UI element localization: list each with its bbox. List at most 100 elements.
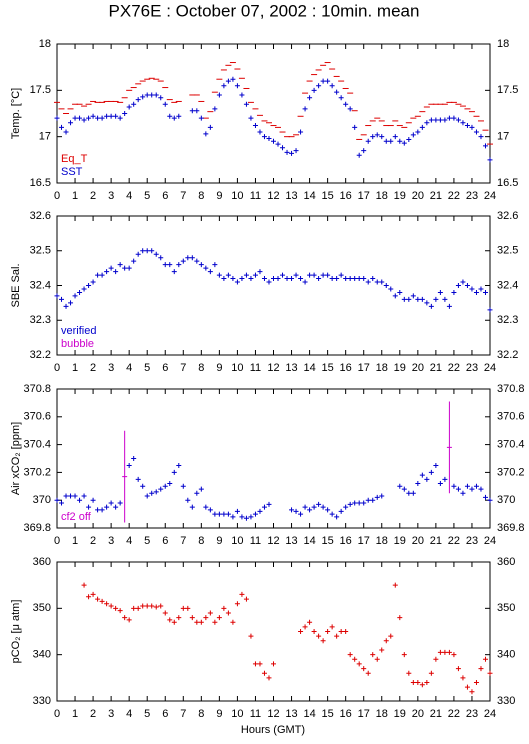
x-tick-label: 2 [90,190,96,202]
data-point [361,500,367,506]
data-point [54,115,60,121]
data-point [63,493,69,499]
data-point [158,95,164,101]
data-point [329,83,335,89]
data-point [406,490,412,496]
y-tick-label: 17 [39,131,51,143]
data-point [487,497,493,503]
x-tick-label: 18 [376,362,388,374]
data-point [108,603,114,609]
data-point [171,469,177,475]
x-tick-label: 11 [250,362,261,374]
data-point [234,601,240,607]
series [54,456,493,521]
data-point [86,115,92,121]
data-point [266,675,272,681]
data-point [383,138,389,144]
data-point [469,286,475,292]
plot-frame [56,561,491,702]
x-tick-label: 20 [412,190,424,202]
data-point [482,656,488,662]
data-point [374,279,380,285]
data-point [171,115,177,121]
data-point [104,504,110,510]
x-tick-label: 23 [466,190,478,202]
x-tick-label: 13 [285,708,297,720]
y-axis-title: SBE Sal. [10,263,22,307]
x-tick-label: 2 [90,708,96,720]
data-point [410,293,416,299]
data-point [252,511,258,517]
x-tick-label: 2 [90,535,96,547]
data-point [280,145,286,151]
data-point [401,296,407,302]
data-point [180,605,186,611]
data-point [410,490,416,496]
data-point [86,504,92,510]
data-point [252,661,258,667]
x-tick-label: 9 [216,708,222,720]
data-point [451,115,457,121]
x-tick-label: 4 [126,190,132,202]
data-point [176,113,182,119]
y-tick-label-right: 360 [497,556,515,568]
data-point [261,276,267,282]
data-point [370,497,376,503]
data-point [203,265,209,271]
x-tick-label: 17 [358,708,370,720]
data-point [289,150,295,156]
data-point [271,661,276,667]
data-point [63,129,69,135]
data-point [221,511,227,517]
data-point [361,148,367,154]
data-point [113,113,119,119]
data-point [410,132,416,138]
data-point [131,605,137,611]
data-point [122,265,128,271]
data-point [478,134,484,140]
legend-entry: cf2 off [61,511,92,523]
data-point [140,94,146,100]
y-axis-title: Air xCO₂ [ppm] [10,422,22,495]
data-point [392,293,398,299]
data-point [99,272,105,278]
data-point [433,462,439,468]
data-point [257,508,263,514]
data-point [397,615,403,621]
x-tick-label: 18 [376,535,388,547]
data-point [298,129,304,135]
data-point [361,276,367,282]
data-point [275,276,281,282]
data-point [207,269,213,275]
data-point [216,615,222,621]
data-point [487,307,493,313]
x-tick-label: 10 [231,362,243,374]
data-point [189,255,195,261]
y-tick-label-right: 17.5 [497,84,518,96]
data-point [230,514,236,520]
data-point [117,500,123,506]
data-point [99,507,105,513]
data-point [307,95,313,101]
data-point [433,656,439,662]
data-point [293,272,299,278]
x-tick-label: 1 [72,362,78,374]
data-point [329,276,335,282]
data-point [198,486,204,492]
y-tick-label-right: 370.8 [497,383,525,395]
x-tick-label: 7 [180,362,186,374]
data-point [153,92,159,98]
data-point [63,303,69,309]
data-point [189,615,195,621]
x-tick-label: 9 [216,535,222,547]
legend-entry: Eq_T [61,153,88,165]
x-tick-label: 7 [180,708,186,720]
data-point [149,603,155,609]
data-point [451,652,457,658]
data-point [203,615,209,621]
data-point [86,283,92,288]
data-point [347,106,353,112]
data-point [239,276,245,282]
data-point [379,134,385,140]
plot-frame [56,215,491,356]
